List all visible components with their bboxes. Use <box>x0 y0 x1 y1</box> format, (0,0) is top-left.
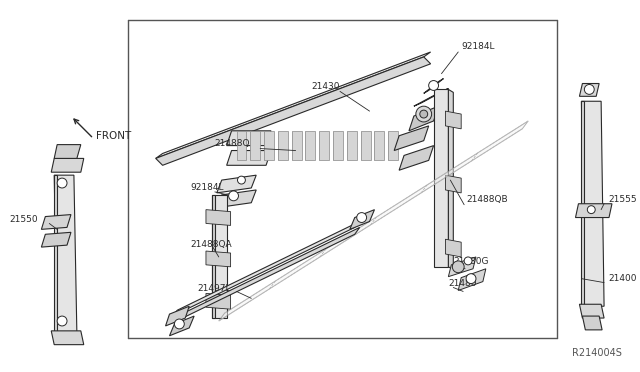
Polygon shape <box>212 195 215 318</box>
Polygon shape <box>433 89 449 267</box>
Polygon shape <box>217 190 256 208</box>
Polygon shape <box>170 316 194 336</box>
Circle shape <box>356 213 367 222</box>
Text: 21555: 21555 <box>608 195 637 204</box>
Polygon shape <box>581 101 604 306</box>
Polygon shape <box>206 294 230 309</box>
Text: R214004S: R214004S <box>572 347 621 357</box>
Circle shape <box>228 191 239 201</box>
Polygon shape <box>409 106 438 131</box>
Circle shape <box>237 176 245 184</box>
Polygon shape <box>54 175 77 333</box>
Circle shape <box>584 84 594 94</box>
Circle shape <box>57 316 67 326</box>
Circle shape <box>57 178 67 188</box>
Polygon shape <box>42 232 71 247</box>
Polygon shape <box>374 131 385 160</box>
Text: 21480G: 21480G <box>453 257 489 266</box>
Circle shape <box>466 274 476 283</box>
Polygon shape <box>217 175 256 193</box>
Polygon shape <box>579 304 604 318</box>
Polygon shape <box>250 131 260 160</box>
Text: 21480: 21480 <box>449 279 477 288</box>
Polygon shape <box>449 89 453 270</box>
Circle shape <box>175 319 184 329</box>
Polygon shape <box>399 145 433 170</box>
Polygon shape <box>264 131 274 160</box>
Text: 21430: 21430 <box>312 82 340 91</box>
Polygon shape <box>394 126 429 151</box>
Polygon shape <box>172 221 360 316</box>
Polygon shape <box>449 257 476 277</box>
Polygon shape <box>579 83 599 96</box>
Polygon shape <box>237 131 246 160</box>
Polygon shape <box>206 210 230 225</box>
Text: 21488Q: 21488Q <box>215 139 250 148</box>
Polygon shape <box>206 251 230 267</box>
Polygon shape <box>347 131 356 160</box>
Polygon shape <box>388 131 398 160</box>
Polygon shape <box>54 145 81 158</box>
Polygon shape <box>582 316 602 330</box>
Polygon shape <box>212 195 227 318</box>
Polygon shape <box>42 215 71 230</box>
Text: 92184L: 92184L <box>190 183 224 192</box>
Polygon shape <box>172 227 360 323</box>
Polygon shape <box>319 131 329 160</box>
Polygon shape <box>305 131 316 160</box>
Circle shape <box>464 257 472 265</box>
Polygon shape <box>414 89 449 106</box>
Polygon shape <box>227 151 271 165</box>
Circle shape <box>429 81 438 90</box>
Circle shape <box>452 261 464 273</box>
Circle shape <box>420 110 428 118</box>
Polygon shape <box>445 239 461 257</box>
Polygon shape <box>445 111 461 129</box>
Polygon shape <box>350 210 374 230</box>
Polygon shape <box>166 306 189 326</box>
Polygon shape <box>156 52 431 158</box>
Polygon shape <box>575 204 612 218</box>
Polygon shape <box>278 131 288 160</box>
Polygon shape <box>51 158 84 172</box>
Polygon shape <box>361 131 371 160</box>
Polygon shape <box>156 57 431 165</box>
Polygon shape <box>292 131 301 160</box>
Polygon shape <box>227 131 271 145</box>
Polygon shape <box>445 175 461 193</box>
Circle shape <box>416 106 431 122</box>
Circle shape <box>588 206 595 214</box>
Text: FRONT: FRONT <box>95 131 131 141</box>
Polygon shape <box>54 175 57 333</box>
Text: 21488QB: 21488QB <box>466 195 508 204</box>
Polygon shape <box>219 121 528 321</box>
Text: 21497L: 21497L <box>197 284 230 293</box>
Text: 21550: 21550 <box>10 215 38 224</box>
Text: 21400: 21400 <box>608 274 637 283</box>
Text: 21488QA: 21488QA <box>190 240 232 248</box>
Polygon shape <box>458 269 486 291</box>
Polygon shape <box>424 78 444 93</box>
Polygon shape <box>581 101 584 306</box>
Polygon shape <box>333 131 343 160</box>
Polygon shape <box>51 331 84 344</box>
Text: 92184L: 92184L <box>461 42 495 51</box>
